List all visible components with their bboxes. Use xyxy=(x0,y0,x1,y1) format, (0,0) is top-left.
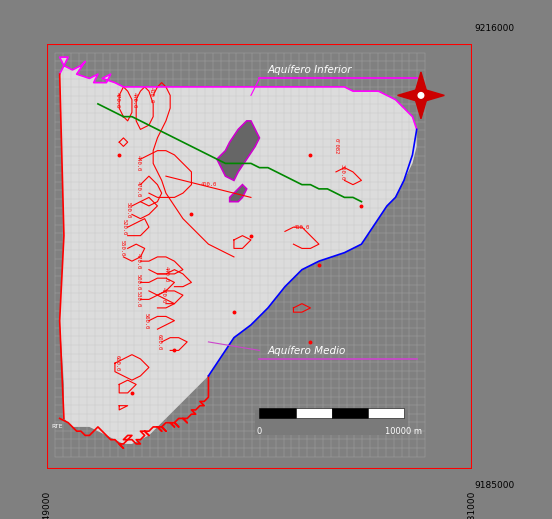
Text: 470.0: 470.0 xyxy=(136,253,141,269)
Text: RTE: RTE xyxy=(52,425,63,429)
Bar xyxy=(368,408,404,418)
Text: 410.0: 410.0 xyxy=(294,225,310,229)
Text: 449000: 449000 xyxy=(43,490,51,519)
Text: 470.0: 470.0 xyxy=(161,287,166,303)
Text: 410.0: 410.0 xyxy=(148,87,153,103)
Polygon shape xyxy=(424,90,444,101)
Text: 520.0: 520.0 xyxy=(122,219,127,235)
Text: 600.0: 600.0 xyxy=(157,334,162,350)
Bar xyxy=(295,408,332,418)
Polygon shape xyxy=(60,57,417,444)
Text: 9185000: 9185000 xyxy=(475,481,515,490)
Polygon shape xyxy=(217,121,259,181)
Polygon shape xyxy=(415,99,427,119)
Bar xyxy=(332,408,368,418)
Text: Aquífero Medio: Aquífero Medio xyxy=(268,345,346,356)
Text: 470.0: 470.0 xyxy=(115,91,120,108)
Text: 360.0: 360.0 xyxy=(340,164,345,180)
Polygon shape xyxy=(415,72,427,92)
Text: 0'082: 0'082 xyxy=(333,138,338,155)
Text: 9216000: 9216000 xyxy=(475,24,515,33)
Text: 440.0: 440.0 xyxy=(163,266,168,282)
Text: 0: 0 xyxy=(257,427,262,436)
Text: 500.0: 500.0 xyxy=(136,274,141,291)
Circle shape xyxy=(418,92,424,98)
Text: 440.0: 440.0 xyxy=(131,91,136,108)
Text: Aquífero Inferior: Aquífero Inferior xyxy=(268,65,352,75)
Text: 500.0: 500.0 xyxy=(126,202,131,218)
Bar xyxy=(259,408,295,418)
Text: 440.0: 440.0 xyxy=(136,155,141,171)
Text: 550.0: 550.0 xyxy=(120,240,125,256)
Text: 10000 m: 10000 m xyxy=(385,427,422,436)
Text: 410.0: 410.0 xyxy=(200,182,216,187)
Polygon shape xyxy=(397,90,417,101)
Text: 560.0: 560.0 xyxy=(144,312,148,329)
Text: 600.0: 600.0 xyxy=(115,355,120,371)
Text: 470.0: 470.0 xyxy=(136,181,141,197)
Text: 481000: 481000 xyxy=(468,490,476,519)
Polygon shape xyxy=(230,185,247,202)
Circle shape xyxy=(416,90,426,101)
Text: 530.0: 530.0 xyxy=(135,291,140,308)
Bar xyxy=(255,410,408,435)
